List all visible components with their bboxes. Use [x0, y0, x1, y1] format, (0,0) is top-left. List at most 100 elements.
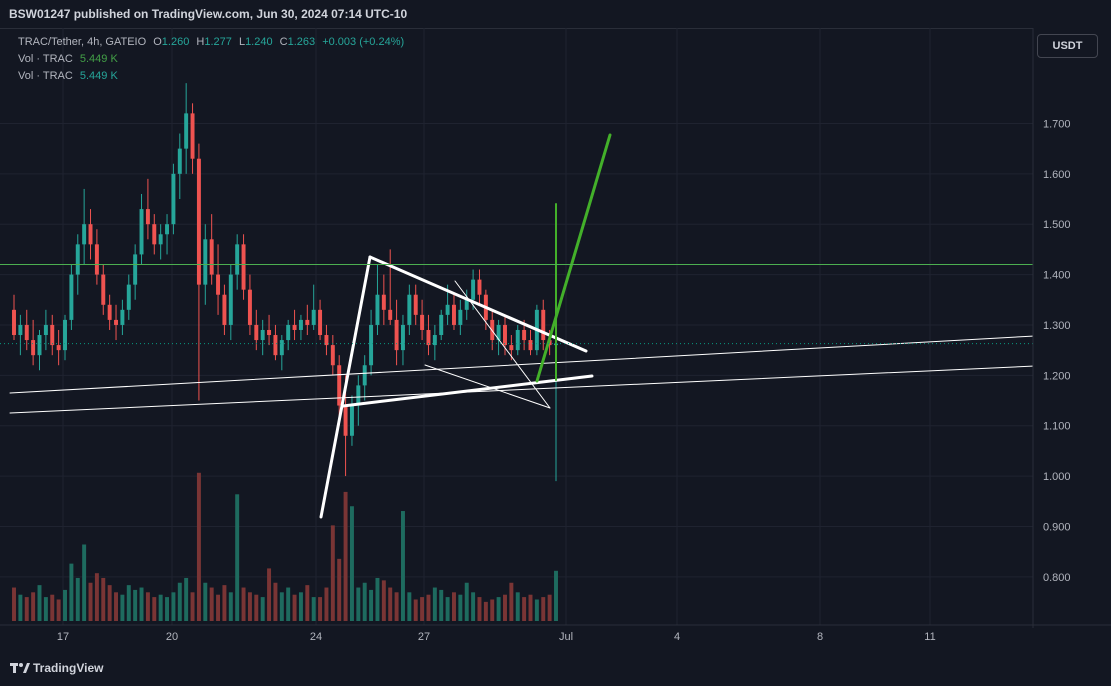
- volume-bar: [554, 570, 558, 621]
- volume-bar: [286, 587, 291, 621]
- volume-bar: [37, 585, 42, 621]
- candle-body: [509, 345, 514, 351]
- candle-body: [165, 224, 170, 235]
- volume-bar: [356, 587, 361, 621]
- open-label: O: [153, 36, 162, 48]
- volume-bar: [222, 585, 227, 621]
- volume-bar: [31, 592, 36, 621]
- candle-body: [362, 365, 367, 386]
- candle-body: [216, 274, 221, 295]
- volume-bar: [75, 577, 80, 621]
- time-axis[interactable]: 17 20 24 27 Jul 4 8 11: [0, 624, 1111, 643]
- candle-body: [50, 324, 55, 346]
- volume-bar: [311, 597, 316, 621]
- candle-body: [203, 239, 208, 285]
- volume-bar: [43, 597, 48, 621]
- volume-bar: [254, 594, 259, 621]
- pennant-bottom-line: [341, 374, 594, 408]
- volume-bar: [171, 592, 176, 621]
- time-tick-label: 27: [418, 631, 430, 643]
- change-value: +0.003 (+0.24%): [322, 36, 405, 48]
- volume-bar: [509, 582, 514, 621]
- volume-bar: [490, 599, 495, 621]
- volume-bar: [228, 592, 233, 621]
- candle-body: [286, 324, 291, 341]
- candle-body: [343, 405, 348, 436]
- open-value: 1.260: [161, 36, 190, 48]
- symbol-info: TRAC/Tether, 4h, GATEIO: [18, 36, 147, 48]
- time-tick-label: Jul: [559, 631, 573, 643]
- tradingview-logo-icon[interactable]: [10, 661, 30, 675]
- candle-body: [247, 289, 252, 325]
- volume-bar: [145, 592, 150, 621]
- time-tick-label: 4: [674, 631, 680, 643]
- volume-bar: [12, 587, 16, 621]
- volume-bar: [56, 599, 61, 621]
- candle-body: [18, 324, 23, 336]
- candle-body: [260, 329, 265, 341]
- price-axis-bg: [1033, 28, 1111, 628]
- price-tick-label: 0.800: [1043, 572, 1071, 584]
- candle-body: [503, 324, 507, 346]
- time-tick-label: 17: [57, 631, 69, 643]
- high-label: H: [196, 36, 205, 48]
- volume-bar: [209, 587, 214, 621]
- trendline-drawings[interactable]: [9, 133, 1036, 519]
- volume-bar: [18, 594, 23, 621]
- volume-bar: [375, 577, 380, 621]
- volume-bar: [267, 568, 272, 621]
- volume-bar: [235, 494, 240, 621]
- price-chart[interactable]: 1.4201.26302:45:36 1.7001.6001.5001.4001…: [0, 28, 1111, 655]
- top-bar: BSW01247 published on TradingView.com, J…: [0, 0, 1111, 29]
- price-tick-label: 1.200: [1043, 370, 1071, 382]
- candle-body: [394, 319, 399, 351]
- candle-body: [528, 340, 533, 351]
- candle-body: [63, 319, 67, 351]
- volume-bar: [515, 592, 520, 621]
- volume-legend-1[interactable]: Vol · TRAC 5.449 K: [18, 53, 118, 65]
- candle-body: [375, 294, 380, 325]
- candle-body: [496, 324, 501, 341]
- volume-bar: [381, 580, 386, 621]
- volume-bar: [432, 587, 437, 621]
- candle-body: [356, 385, 361, 406]
- volume-bars: [12, 472, 558, 621]
- candle-body: [82, 224, 87, 245]
- candle-body: [541, 309, 546, 341]
- candle-body: [235, 244, 240, 275]
- candle-body: [330, 345, 335, 366]
- volume-bar: [439, 589, 444, 621]
- volume-bar: [152, 597, 157, 621]
- candle-body: [190, 113, 195, 159]
- symbol-legend[interactable]: TRAC/Tether, 4h, GATEIO O1.260 H1.277 L1…: [18, 36, 404, 48]
- channel-upper-line: [9, 335, 1036, 394]
- candle-body: [120, 309, 125, 325]
- candle-body: [420, 314, 425, 330]
- candle-body: [114, 319, 119, 325]
- volume-bar: [101, 577, 106, 621]
- candle-body: [12, 309, 16, 336]
- candle-body: [349, 405, 354, 436]
- volume-bar: [343, 491, 348, 621]
- volume-bar: [63, 589, 67, 621]
- candle-body: [318, 309, 323, 336]
- volume-bar: [88, 582, 93, 621]
- volume-bar: [318, 597, 323, 621]
- currency-button[interactable]: USDT: [1037, 34, 1098, 58]
- volume-bar: [177, 582, 182, 621]
- impulse-leg-line: [319, 255, 372, 519]
- footer: [0, 655, 1111, 686]
- volume-bar: [477, 597, 482, 621]
- candle-body: [152, 224, 157, 245]
- volume-bar: [330, 525, 335, 621]
- candle-body: [184, 113, 189, 149]
- candle-body: [75, 244, 80, 275]
- volume-bar: [413, 599, 418, 621]
- channel-lower-line: [9, 365, 1036, 414]
- volume-bar: [273, 582, 278, 621]
- volume-bar: [279, 592, 284, 621]
- tradingview-brand[interactable]: TradingView: [33, 661, 104, 675]
- volume-legend-2[interactable]: Vol · TRAC 5.449 K: [18, 70, 118, 82]
- price-axis[interactable]: 1.700 1.600 1.500 1.400 1.300 1.200 1.100 1.000…: [1032, 28, 1111, 628]
- candle-body: [145, 209, 150, 225]
